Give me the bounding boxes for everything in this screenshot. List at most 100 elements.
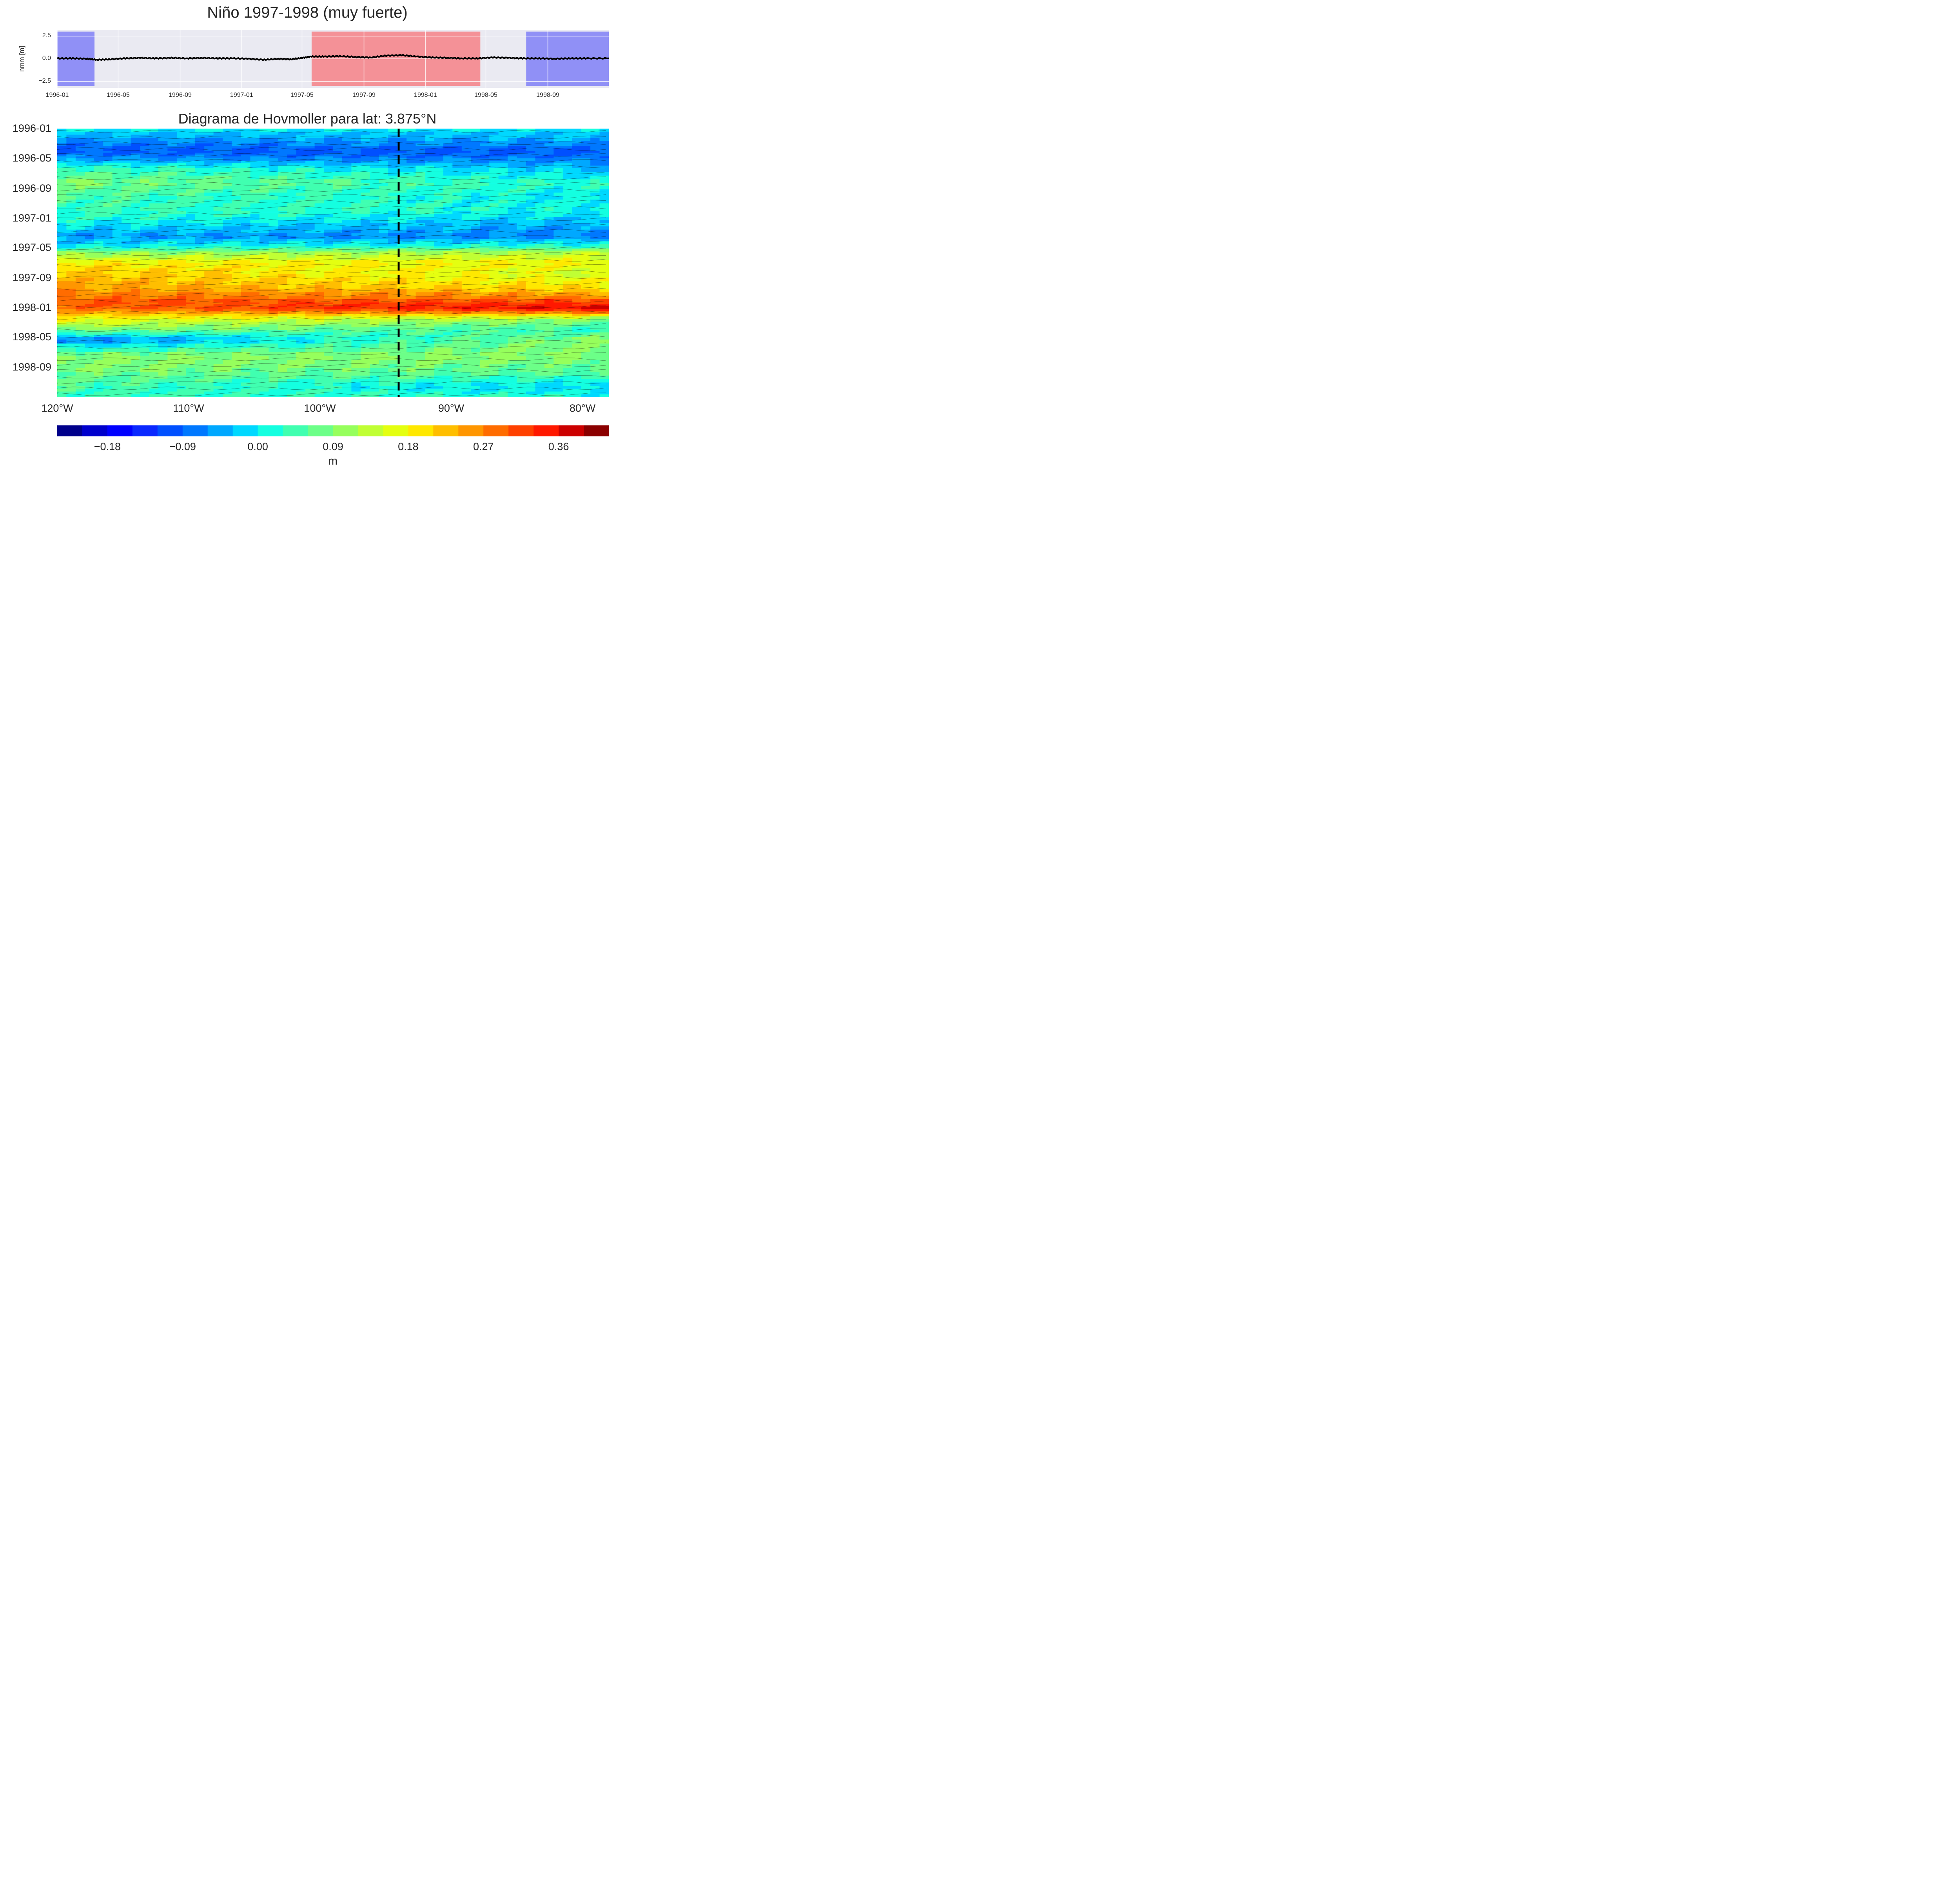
- field-cell: [324, 183, 334, 187]
- field-cell: [351, 158, 361, 161]
- field-cell: [461, 199, 471, 203]
- field-cell: [149, 255, 159, 258]
- field-cell: [149, 214, 159, 217]
- field-cell: [590, 304, 600, 306]
- field-cell: [314, 131, 324, 135]
- field-cell: [287, 168, 297, 172]
- field-cell: [526, 258, 536, 261]
- field-cell: [250, 214, 260, 217]
- field-cell: [508, 285, 517, 289]
- field-cell: [508, 352, 517, 356]
- field-cell: [544, 299, 554, 303]
- field-cell: [452, 327, 462, 331]
- field-cell: [167, 175, 177, 180]
- field-cell: [223, 154, 232, 157]
- field-cell: [425, 151, 435, 153]
- field-cell: [186, 146, 196, 149]
- field-cell: [434, 175, 444, 180]
- field-cell: [241, 258, 251, 261]
- field-cell: [131, 260, 140, 263]
- field-cell: [599, 223, 609, 227]
- field-cell: [434, 285, 444, 289]
- field-cell: [223, 249, 232, 251]
- field-cell: [204, 189, 214, 193]
- field-cell: [480, 151, 490, 153]
- field-cell: [122, 207, 131, 211]
- field-cell: [314, 243, 324, 247]
- field-cell: [599, 316, 609, 319]
- field-cell: [131, 146, 140, 149]
- field-cell: [544, 347, 554, 352]
- field-cell: [85, 334, 94, 338]
- field-cell: [581, 211, 591, 214]
- field-cell: [599, 337, 609, 340]
- field-cell: [269, 327, 278, 331]
- field-cell: [590, 129, 600, 132]
- field-cell: [554, 289, 563, 292]
- field-cell: [461, 274, 471, 278]
- field-cell: [186, 258, 196, 261]
- field-cell: [278, 199, 287, 203]
- field-cell: [250, 131, 260, 135]
- field-cell: [259, 183, 269, 187]
- field-cell: [75, 175, 85, 180]
- field-cell: [535, 175, 545, 180]
- field-cell: [176, 356, 186, 360]
- field-cell: [75, 233, 85, 237]
- field-cell: [122, 268, 131, 271]
- field-cell: [287, 340, 297, 344]
- field-cell: [370, 356, 379, 360]
- field-cell: [360, 281, 370, 285]
- field-cell: [480, 211, 490, 214]
- field-cell: [103, 243, 113, 247]
- field-cell: [324, 334, 334, 338]
- field-cell: [176, 263, 186, 266]
- field-cell: [112, 304, 122, 306]
- field-cell: [554, 332, 563, 335]
- field-cell: [508, 274, 517, 278]
- field-cell: [278, 214, 287, 217]
- field-cell: [94, 356, 103, 360]
- field-cell: [508, 251, 517, 253]
- field-cell: [195, 207, 205, 211]
- field-cell: [296, 203, 306, 207]
- field-cell: [204, 327, 214, 331]
- field-cell: [416, 214, 425, 217]
- field-cell: [517, 311, 526, 314]
- field-cell: [590, 158, 600, 161]
- field-cell: [269, 239, 278, 242]
- field-cell: [397, 268, 407, 271]
- field-cell: [416, 324, 425, 328]
- field-cell: [379, 163, 388, 166]
- field-cell: [599, 129, 609, 132]
- field-cell: [241, 299, 251, 303]
- field-cell: [103, 233, 113, 237]
- field-cell: [434, 334, 444, 338]
- field-cell: [66, 356, 76, 360]
- field-cell: [425, 340, 435, 344]
- field-cell: [535, 241, 545, 244]
- field-cell: [149, 153, 159, 155]
- field-cell: [498, 141, 508, 144]
- field-cell: [590, 223, 600, 227]
- field-cell: [314, 319, 324, 322]
- field-cell: [94, 196, 103, 200]
- field-cell: [379, 143, 388, 146]
- field-cell: [590, 249, 600, 251]
- field-cell: [75, 292, 85, 296]
- field-cell: [434, 207, 444, 211]
- field-cell: [572, 296, 582, 300]
- field-cell: [498, 322, 508, 325]
- field-cell: [241, 211, 251, 214]
- field-cell: [489, 265, 499, 269]
- field-cell: [554, 309, 563, 312]
- field-cell: [370, 337, 379, 340]
- field-cell: [407, 134, 416, 138]
- field-cell: [489, 131, 499, 135]
- field-cell: [333, 304, 343, 306]
- field-cell: [388, 146, 398, 149]
- field-cell: [204, 138, 214, 141]
- field-cell: [517, 189, 526, 193]
- field-cell: [85, 217, 94, 220]
- field-cell: [360, 274, 370, 278]
